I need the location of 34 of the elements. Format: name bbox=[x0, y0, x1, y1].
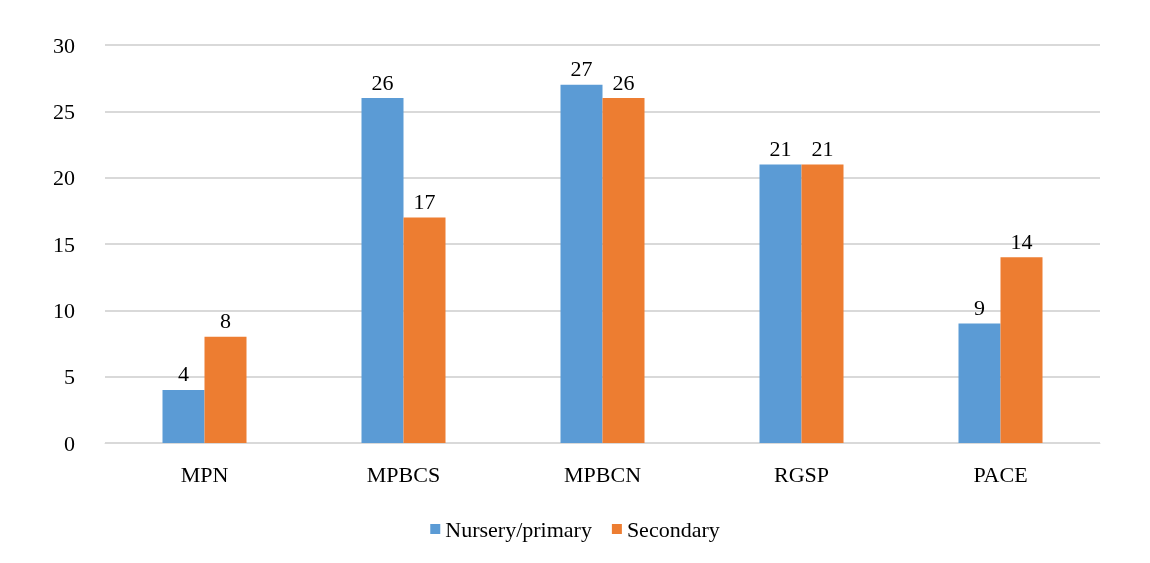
data-label: 8 bbox=[220, 308, 231, 334]
bar bbox=[361, 98, 404, 443]
y-tick-label: 30 bbox=[53, 32, 75, 58]
y-tick-label: 15 bbox=[53, 231, 75, 257]
bar bbox=[403, 217, 446, 443]
y-tick-label: 25 bbox=[53, 98, 75, 124]
y-tick-label: 20 bbox=[53, 165, 75, 191]
x-tick-label: RGSP bbox=[773, 461, 830, 487]
data-label: 21 bbox=[769, 135, 792, 161]
bar bbox=[602, 98, 645, 443]
data-label: 17 bbox=[413, 188, 436, 214]
data-label: 26 bbox=[371, 69, 394, 95]
y-tick-label: 10 bbox=[53, 297, 75, 323]
bar bbox=[560, 84, 603, 443]
x-tick-label: MPBCN bbox=[563, 461, 642, 487]
x-tick-label: PACE bbox=[973, 461, 1028, 487]
bar bbox=[204, 336, 247, 443]
bar bbox=[162, 389, 205, 443]
data-label: 4 bbox=[178, 361, 189, 387]
data-label: 9 bbox=[974, 295, 985, 321]
bar bbox=[759, 164, 802, 443]
legend-label: Nursery/primary bbox=[445, 516, 592, 542]
bar bbox=[1000, 257, 1043, 443]
data-label: 14 bbox=[1010, 228, 1033, 254]
y-tick-label: 5 bbox=[64, 364, 75, 390]
x-tick-label: MPN bbox=[180, 461, 229, 487]
x-tick-label: MPBCS bbox=[366, 461, 441, 487]
data-label: 26 bbox=[612, 69, 635, 95]
data-label: 27 bbox=[570, 56, 593, 82]
bar bbox=[801, 164, 844, 443]
data-label: 21 bbox=[811, 135, 834, 161]
bar bbox=[958, 323, 1001, 443]
y-tick-label: 0 bbox=[64, 430, 75, 456]
legend-label: Secondary bbox=[626, 516, 720, 542]
